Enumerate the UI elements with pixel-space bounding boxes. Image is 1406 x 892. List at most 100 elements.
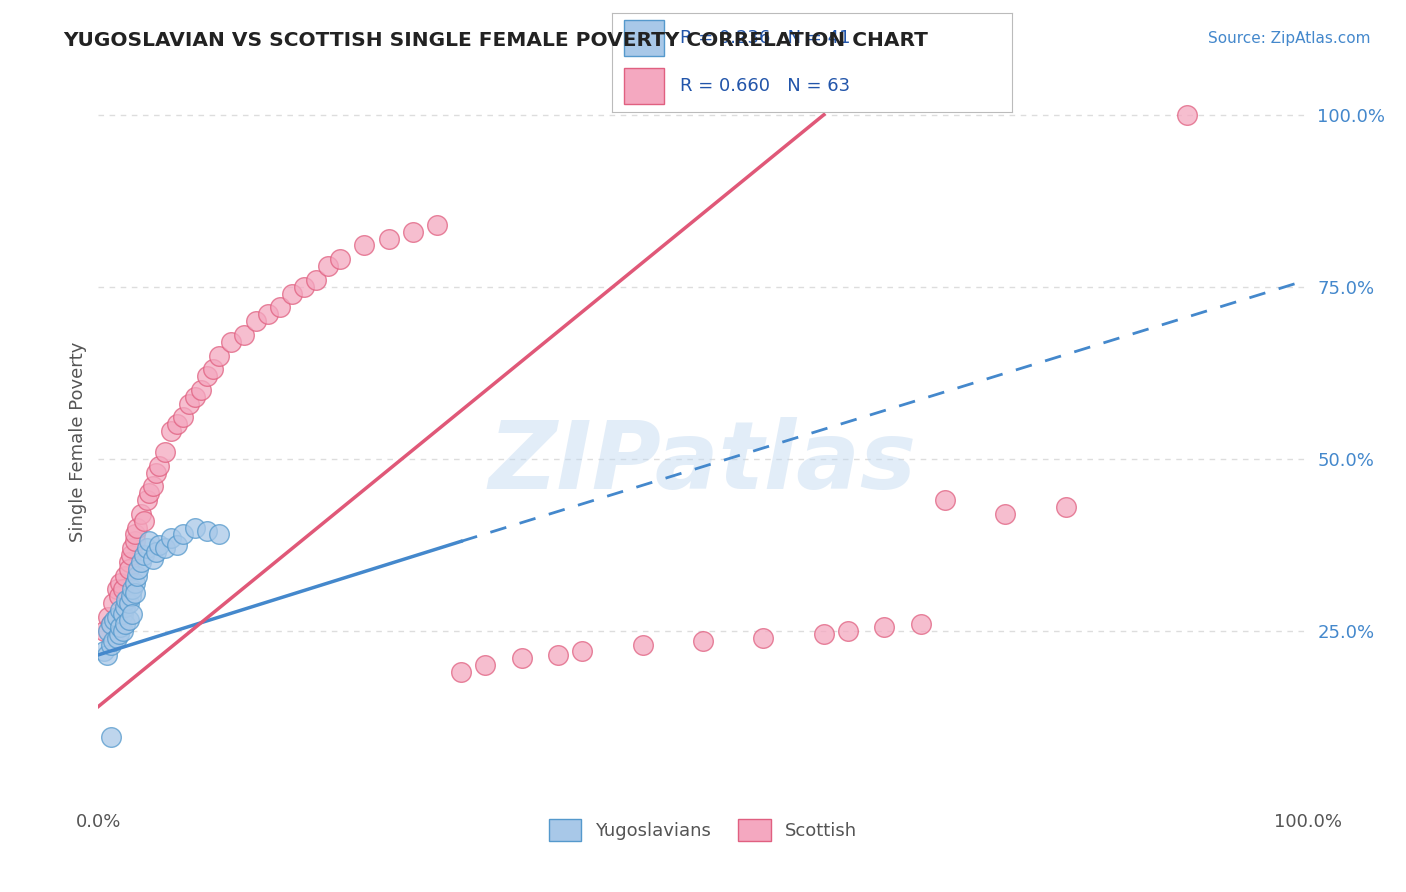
Point — [124, 575, 146, 590]
Point — [135, 493, 157, 508]
Point — [108, 590, 131, 604]
Point — [256, 307, 278, 321]
Point — [114, 568, 136, 582]
Point — [631, 638, 654, 652]
Point — [111, 624, 134, 638]
Point — [910, 616, 932, 631]
Point — [103, 614, 125, 628]
Point — [752, 631, 775, 645]
Point — [245, 314, 267, 328]
Point — [120, 548, 142, 562]
Point — [105, 631, 128, 645]
Point — [100, 616, 122, 631]
Point — [402, 225, 425, 239]
Point — [118, 555, 141, 569]
Point — [547, 648, 569, 662]
Point — [305, 273, 328, 287]
Point — [114, 616, 136, 631]
Point — [142, 479, 165, 493]
Point — [108, 575, 131, 590]
Point — [108, 603, 131, 617]
Point — [426, 218, 449, 232]
Point — [93, 624, 115, 638]
Point — [118, 596, 141, 610]
Point — [571, 644, 593, 658]
Point — [97, 610, 120, 624]
Point — [184, 390, 207, 404]
Point — [510, 651, 533, 665]
Point — [813, 627, 835, 641]
Bar — [624, 21, 664, 55]
Point — [160, 424, 183, 438]
Y-axis label: Single Female Poverty: Single Female Poverty — [69, 342, 87, 541]
Text: R = 0.660   N = 63: R = 0.660 N = 63 — [679, 77, 849, 95]
Point — [873, 620, 896, 634]
Point — [450, 665, 472, 679]
Point — [121, 607, 143, 621]
Point — [1054, 500, 1077, 514]
Point — [172, 410, 194, 425]
Point — [138, 534, 160, 549]
Point — [134, 548, 156, 562]
Point — [934, 493, 956, 508]
Point — [96, 648, 118, 662]
Point — [837, 624, 859, 638]
Point — [148, 538, 170, 552]
Point — [134, 514, 156, 528]
Point — [353, 238, 375, 252]
Point — [124, 527, 146, 541]
Point — [101, 634, 124, 648]
Point — [208, 349, 231, 363]
Point — [994, 507, 1017, 521]
Point — [121, 541, 143, 556]
Point — [329, 252, 352, 267]
Point — [184, 520, 207, 534]
Point — [160, 531, 183, 545]
Point — [105, 610, 128, 624]
Point — [124, 534, 146, 549]
Point — [100, 731, 122, 745]
Point — [190, 383, 212, 397]
Point — [145, 544, 167, 558]
Point — [179, 397, 201, 411]
Point — [108, 627, 131, 641]
Point — [377, 231, 399, 245]
Point — [692, 634, 714, 648]
Point — [115, 592, 138, 607]
Point — [129, 507, 152, 521]
Point — [232, 327, 254, 342]
Point — [111, 607, 134, 621]
Point — [142, 551, 165, 566]
Point — [1175, 108, 1198, 122]
Point — [195, 524, 218, 538]
Point — [118, 614, 141, 628]
Point — [118, 562, 141, 576]
Point — [127, 562, 149, 576]
Point — [166, 538, 188, 552]
Point — [292, 279, 315, 293]
Point — [108, 620, 131, 634]
Text: Source: ZipAtlas.com: Source: ZipAtlas.com — [1208, 31, 1371, 46]
Legend: Yugoslavians, Scottish: Yugoslavians, Scottish — [541, 812, 865, 848]
Point — [148, 458, 170, 473]
Text: ZIPatlas: ZIPatlas — [489, 417, 917, 509]
Point — [172, 527, 194, 541]
Point — [208, 527, 231, 541]
Point — [281, 286, 304, 301]
Point — [221, 334, 243, 349]
Point — [202, 362, 225, 376]
Point — [316, 259, 339, 273]
Point — [127, 568, 149, 582]
Point — [105, 582, 128, 597]
Bar — [624, 69, 664, 103]
Point — [474, 658, 496, 673]
Point — [124, 586, 146, 600]
Point — [145, 466, 167, 480]
Point — [153, 541, 176, 556]
Text: R = 0.236   N = 41: R = 0.236 N = 41 — [679, 29, 851, 47]
Point — [120, 590, 142, 604]
Point — [138, 486, 160, 500]
Point — [135, 541, 157, 556]
Point — [111, 582, 134, 597]
Point — [101, 596, 124, 610]
